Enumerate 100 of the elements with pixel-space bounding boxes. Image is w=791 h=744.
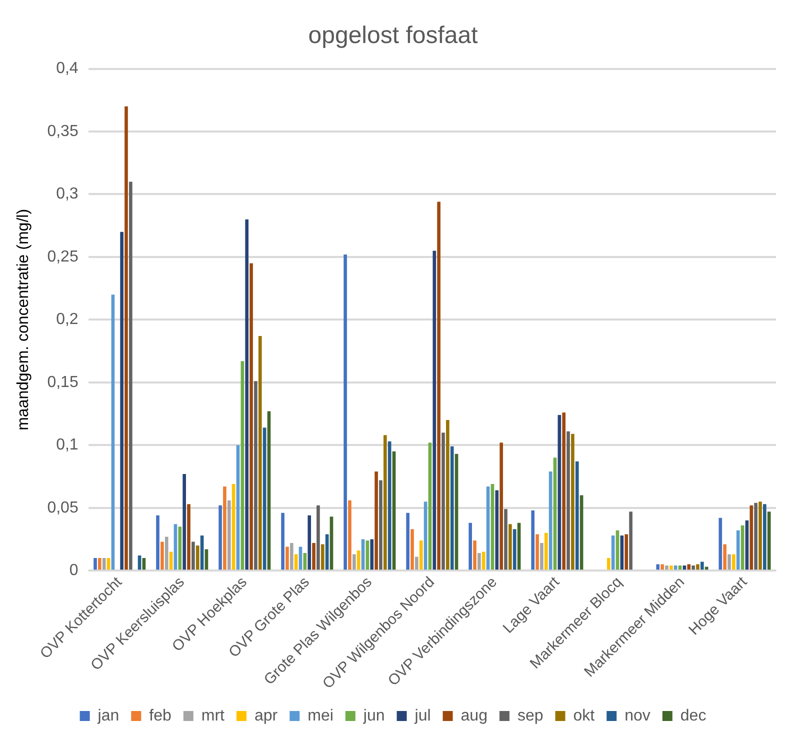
bar (388, 441, 392, 570)
bar (250, 263, 253, 570)
bar (174, 524, 178, 570)
bar (660, 564, 664, 570)
legend-label: jul (414, 707, 431, 724)
bar (196, 545, 200, 570)
bar (750, 505, 754, 570)
bar (490, 484, 494, 570)
legend-label: aug (460, 707, 488, 724)
bar (419, 540, 423, 570)
bar (156, 515, 160, 570)
bar (240, 361, 244, 570)
y-tick-label: 0,1 (56, 436, 78, 454)
bar (580, 495, 584, 570)
bar (536, 534, 539, 570)
bar (138, 556, 142, 570)
bar (286, 546, 289, 570)
bar (227, 500, 231, 570)
bar (473, 540, 476, 570)
bar (232, 484, 236, 570)
bar (344, 254, 347, 570)
y-tick-label: 0 (69, 562, 78, 579)
bar (236, 445, 240, 570)
bar (544, 532, 548, 570)
legend-label: dec (680, 707, 706, 724)
bar (548, 471, 552, 570)
bar (312, 542, 316, 570)
bar (754, 502, 758, 570)
bar (745, 520, 749, 570)
bar (164, 536, 168, 570)
bar (692, 566, 695, 570)
bar (129, 182, 132, 570)
bar (160, 542, 164, 570)
bar (678, 566, 682, 570)
bar (102, 558, 106, 570)
bar (432, 250, 436, 570)
bar (540, 542, 544, 570)
bar (308, 515, 312, 570)
bar (383, 435, 387, 570)
bar (442, 432, 445, 570)
bar (361, 539, 365, 570)
bar (298, 546, 302, 570)
bar (700, 562, 704, 570)
bar (674, 566, 678, 570)
bar (204, 549, 208, 570)
bar (500, 442, 503, 570)
bar (374, 471, 378, 570)
bar (566, 431, 570, 570)
bar (437, 202, 440, 570)
legend-label: jan (96, 707, 120, 724)
bar (142, 558, 146, 570)
bar (736, 530, 740, 570)
bar (763, 504, 766, 570)
bar (450, 446, 454, 570)
bar (629, 512, 632, 570)
bar (482, 552, 486, 570)
bar (767, 512, 771, 570)
bar (366, 540, 370, 570)
bar (348, 500, 352, 570)
bar (758, 502, 762, 570)
y-tick-label: 0,05 (47, 499, 78, 516)
legend-label: feb (149, 707, 172, 724)
bar (410, 529, 414, 570)
bar (330, 516, 334, 570)
bar (262, 428, 266, 570)
y-tick-label: 0,25 (47, 248, 78, 266)
bar (320, 544, 324, 570)
bar (571, 434, 574, 570)
legend-label: sep (517, 707, 544, 724)
bar (512, 529, 516, 570)
bar (111, 294, 115, 570)
bar (553, 458, 557, 570)
bar (454, 454, 458, 570)
bar (486, 486, 490, 570)
bar (245, 219, 248, 570)
bar (624, 534, 628, 570)
bar (531, 510, 535, 570)
bar (392, 451, 396, 570)
bar (478, 553, 481, 570)
bar (732, 554, 736, 570)
bar (508, 524, 512, 570)
bar (98, 558, 102, 570)
y-tick-label: 0,2 (56, 311, 78, 328)
bar (258, 336, 262, 570)
bar (723, 544, 726, 570)
bar (718, 518, 722, 570)
bar (356, 550, 360, 570)
bar (620, 535, 624, 570)
bar (370, 539, 374, 570)
bar (290, 542, 294, 570)
bar (446, 420, 450, 570)
bar (124, 106, 128, 570)
bar (192, 542, 195, 570)
bar (468, 522, 472, 570)
legend-label: mei (308, 707, 334, 724)
bar (415, 556, 418, 570)
legend-label: jun (362, 707, 385, 724)
bar (504, 509, 508, 570)
bar (562, 412, 566, 570)
bar (406, 512, 410, 570)
